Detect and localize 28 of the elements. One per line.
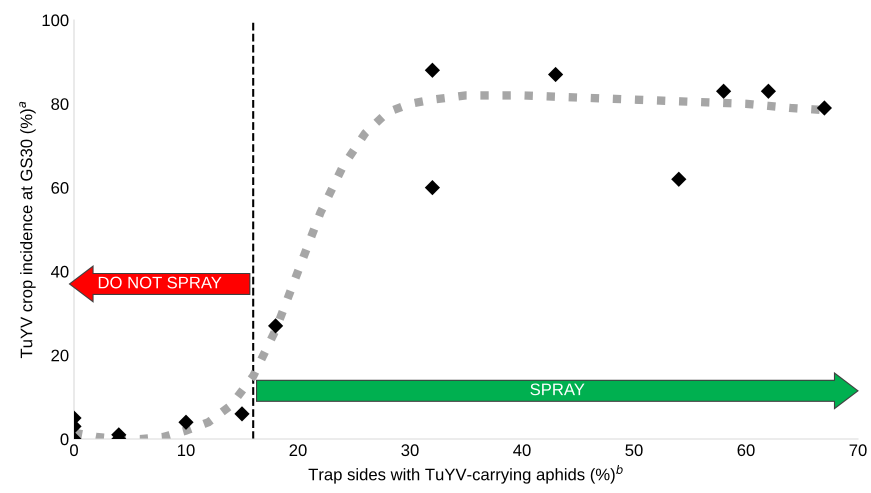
x-tick-label: 40 bbox=[513, 444, 531, 456]
y-tick-label: 20 bbox=[51, 350, 68, 362]
point bbox=[424, 180, 440, 196]
point bbox=[268, 318, 284, 334]
x-tick-label: 20 bbox=[290, 444, 307, 456]
y-axis-title: TuYV crop incidence at GS30 (%)$^{a}$ bbox=[19, 102, 36, 358]
x-tick-label: 30 bbox=[401, 444, 419, 456]
point bbox=[760, 84, 776, 99]
point bbox=[548, 66, 564, 82]
x-tick-label: 50 bbox=[625, 444, 643, 456]
x-tick-label: 10 bbox=[178, 444, 195, 456]
annotation: SPRAY bbox=[530, 383, 585, 396]
y-tick-label: 40 bbox=[50, 266, 68, 278]
x-tick-label: 0 bbox=[70, 444, 78, 456]
x-tick-label: 70 bbox=[850, 444, 867, 456]
point bbox=[816, 100, 832, 116]
y-tick-label: 80 bbox=[51, 98, 68, 110]
point bbox=[178, 414, 194, 430]
y-tick-label: 100 bbox=[42, 14, 68, 26]
point bbox=[424, 62, 440, 78]
point bbox=[671, 172, 686, 187]
point bbox=[234, 406, 250, 422]
y-tick-label: 0 bbox=[60, 433, 68, 446]
point bbox=[716, 84, 732, 99]
y-tick-label: 60 bbox=[51, 182, 68, 194]
x-axis-title: Trap sides with TuYV-carrying aphids (%)$^{b}$ bbox=[308, 464, 623, 484]
annotation: DO NOT SPRAY bbox=[98, 276, 222, 288]
x-tick-label: 60 bbox=[738, 444, 755, 456]
